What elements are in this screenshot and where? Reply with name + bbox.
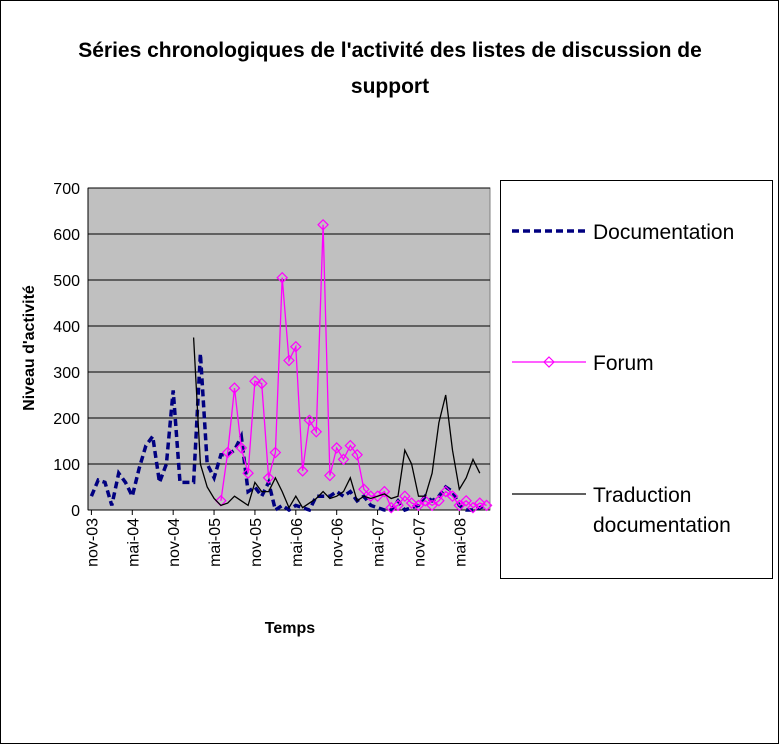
data-marker [289, 340, 302, 353]
legend-label: Documentation [593, 221, 735, 244]
data-marker [317, 218, 329, 231]
data-marker [460, 494, 473, 507]
legend-box [500, 180, 773, 579]
data-marker [303, 414, 316, 427]
data-marker [358, 483, 370, 496]
data-marker [385, 501, 398, 514]
data-marker [433, 494, 445, 507]
data-marker [351, 448, 363, 461]
data-marker [228, 382, 241, 394]
data-marker [310, 425, 323, 438]
y-tick-label: 500 [53, 273, 80, 290]
x-tick-label: mai-07 [371, 518, 388, 567]
data-marker [378, 485, 391, 498]
data-marker [398, 490, 411, 503]
y-axis-label: Niveau d'activité [21, 285, 38, 411]
x-tick-label: mai-08 [452, 518, 469, 567]
plot-area [87, 187, 491, 511]
data-marker [473, 497, 486, 509]
data-marker [405, 497, 418, 509]
data-marker [283, 354, 295, 367]
x-axis-label: Temps [264, 620, 316, 637]
y-tick-label: 300 [53, 365, 80, 382]
data-marker [480, 499, 493, 512]
data-marker [235, 442, 248, 454]
series-line [89, 353, 488, 513]
series-line [192, 337, 481, 510]
y-tick-label: 600 [53, 227, 80, 244]
x-tick-label: nov-05 [248, 518, 265, 567]
data-marker [296, 465, 309, 477]
data-marker [426, 499, 438, 512]
data-marker [242, 467, 254, 480]
data-marker [249, 375, 261, 388]
data-marker [446, 490, 459, 503]
legend-marker [543, 356, 555, 368]
y-tick-label: 200 [53, 411, 80, 428]
data-marker [453, 499, 466, 512]
data-marker [221, 446, 234, 459]
x-tick-label: mai-05 [207, 518, 224, 567]
data-marker [412, 499, 425, 512]
data-marker [392, 499, 404, 512]
data-marker [344, 439, 357, 452]
legend-label: Traduction documentation [593, 484, 731, 537]
x-tick-label: mai-06 [289, 518, 306, 567]
data-marker [419, 494, 432, 507]
data-marker [255, 377, 268, 390]
data-marker [337, 453, 350, 466]
series-line [220, 224, 487, 509]
x-tick-label: nov-06 [330, 518, 347, 567]
data-marker [262, 471, 275, 484]
x-tick-label: mai-04 [125, 518, 142, 567]
y-tick-label: 400 [53, 319, 80, 336]
data-marker [439, 485, 452, 498]
y-tick-label: 700 [53, 181, 80, 198]
x-tick-label: nov-04 [166, 518, 183, 567]
data-marker [276, 271, 289, 284]
data-marker [467, 501, 479, 514]
y-tick-label: 0 [71, 503, 80, 520]
y-tick-label: 100 [53, 457, 80, 474]
x-tick-label: nov-03 [84, 518, 101, 567]
legend-label: Forum [593, 352, 654, 375]
data-marker [324, 469, 336, 482]
x-tick-label: nov-07 [411, 518, 428, 567]
data-marker [269, 446, 282, 459]
data-marker [330, 442, 343, 454]
chart-title: Séries chronologiques de l'activité des … [78, 39, 702, 98]
